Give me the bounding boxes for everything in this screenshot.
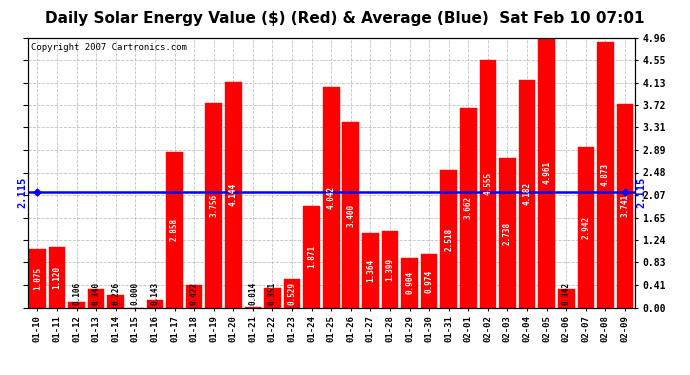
Bar (244, 307, 262, 308)
Text: Copyright 2007 Cartronics.com: Copyright 2007 Cartronics.com (30, 43, 186, 52)
Text: 0.529: 0.529 (288, 282, 297, 304)
Text: 2.115: 2.115 (636, 177, 646, 208)
Bar (206, 103, 222, 308)
Text: 2.115: 2.115 (18, 177, 28, 208)
Bar (166, 152, 183, 308)
Text: 1.871: 1.871 (307, 245, 316, 268)
Text: 2.738: 2.738 (503, 221, 512, 245)
Bar (88, 289, 104, 308)
Bar (108, 295, 124, 307)
Bar (29, 249, 46, 308)
Text: 4.182: 4.182 (522, 182, 531, 205)
Bar (499, 159, 516, 308)
Text: 2.942: 2.942 (582, 216, 591, 239)
Text: Daily Solar Energy Value ($) (Red) & Average (Blue)  Sat Feb 10 07:01: Daily Solar Energy Value ($) (Red) & Ave… (46, 11, 644, 26)
Text: 0.351: 0.351 (268, 282, 277, 305)
Text: 4.042: 4.042 (326, 186, 336, 209)
Bar (558, 289, 575, 308)
Bar (519, 80, 535, 308)
Text: 2.858: 2.858 (170, 218, 179, 241)
Text: 1.399: 1.399 (386, 258, 395, 281)
Text: 0.422: 0.422 (190, 282, 199, 305)
Bar (284, 279, 300, 308)
Text: 0.974: 0.974 (424, 269, 433, 292)
Text: 0.340: 0.340 (92, 282, 101, 305)
Text: 4.873: 4.873 (601, 163, 610, 186)
Bar (382, 231, 398, 308)
Text: 0.106: 0.106 (72, 282, 81, 305)
Text: 1.120: 1.120 (52, 266, 61, 289)
Text: 0.904: 0.904 (405, 272, 414, 294)
Text: 2.518: 2.518 (444, 227, 453, 251)
Bar (597, 42, 613, 308)
Text: 0.226: 0.226 (111, 282, 120, 305)
Bar (578, 147, 594, 308)
Text: 4.961: 4.961 (542, 161, 551, 184)
Text: 3.756: 3.756 (209, 194, 218, 217)
Bar (264, 288, 281, 308)
Bar (68, 302, 85, 307)
Text: 3.741: 3.741 (620, 194, 629, 217)
Text: 0.342: 0.342 (562, 282, 571, 305)
Text: 3.400: 3.400 (346, 203, 355, 226)
Text: 4.144: 4.144 (229, 183, 238, 206)
Bar (460, 108, 477, 308)
Text: 4.555: 4.555 (484, 172, 493, 195)
Bar (146, 300, 164, 307)
Text: 0.143: 0.143 (150, 282, 159, 305)
Bar (421, 255, 437, 308)
Bar (538, 38, 555, 308)
Text: 0.014: 0.014 (248, 282, 257, 305)
Bar (480, 60, 496, 308)
Bar (186, 285, 202, 308)
Bar (401, 258, 418, 308)
Bar (617, 104, 633, 308)
Text: 1.364: 1.364 (366, 259, 375, 282)
Bar (304, 206, 320, 308)
Text: 3.662: 3.662 (464, 196, 473, 219)
Bar (342, 122, 359, 308)
Bar (49, 246, 66, 308)
Bar (362, 233, 379, 308)
Bar (440, 170, 457, 308)
Bar (225, 82, 241, 308)
Text: 1.075: 1.075 (33, 267, 42, 290)
Text: 0.000: 0.000 (131, 282, 140, 305)
Bar (323, 87, 339, 308)
